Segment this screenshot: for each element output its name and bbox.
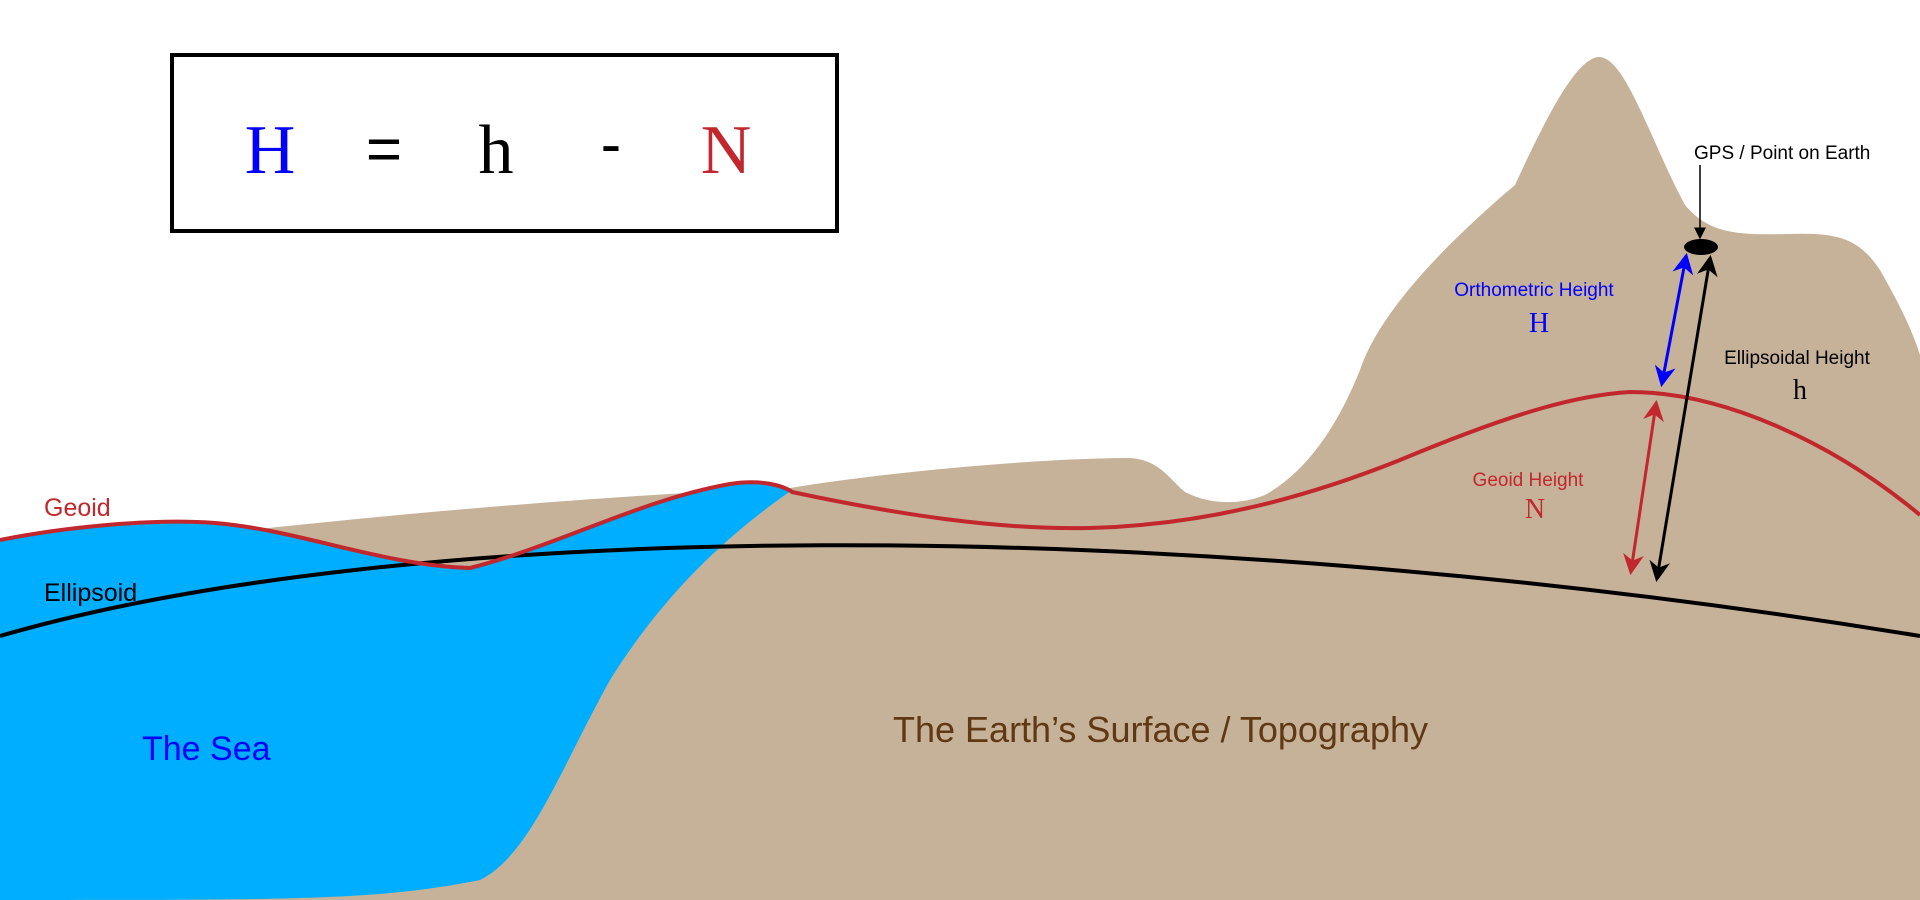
formula-box — [170, 53, 839, 233]
formula-minus: - — [601, 110, 622, 179]
geoid-height-symbol: N — [1525, 494, 1545, 525]
orthometric-height-symbol: H — [1529, 308, 1549, 339]
ellipsoidal-height-label: Ellipsoidal Height — [1724, 348, 1870, 369]
formula-H: H — [245, 112, 296, 189]
sea — [0, 482, 792, 900]
formula-N: N — [701, 112, 752, 189]
earth-surface-label: The Earth’s Surface / Topography — [893, 709, 1428, 750]
gps-point-marker — [1684, 239, 1718, 255]
ellipsoidal-height-symbol: h — [1793, 375, 1807, 406]
geoid-line — [0, 389, 1920, 571]
sea-label: The Sea — [142, 730, 271, 768]
gps-point-label: GPS / Point on Earth — [1694, 143, 1870, 164]
geoid-height-arrow — [1623, 399, 1664, 576]
geoid-height-label: Geoid Height — [1473, 470, 1585, 491]
orthometric-height-label: Orthometric Height — [1454, 280, 1614, 301]
ellipsoidal-height-arrow — [1649, 254, 1718, 583]
ellipsoid-label: Ellipsoid — [44, 579, 137, 607]
geoid-label: Geoid — [44, 494, 111, 522]
formula-h: h — [479, 112, 514, 189]
ellipsoid-line — [0, 543, 1920, 638]
formula-equals: = — [366, 115, 402, 184]
